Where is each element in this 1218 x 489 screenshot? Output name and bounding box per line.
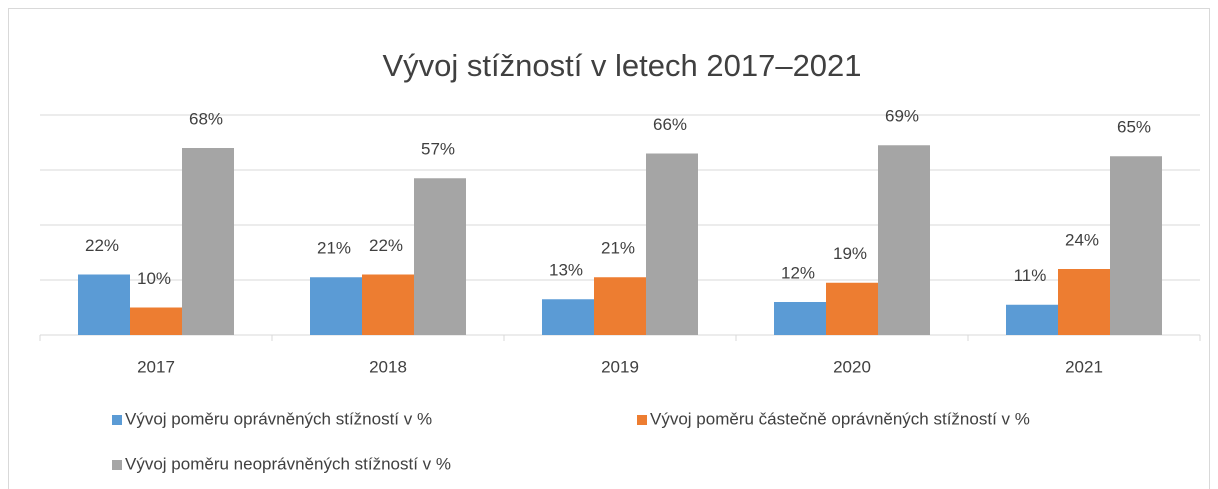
- bar: [826, 282, 878, 335]
- data-label: 21%: [317, 239, 351, 258]
- bar: [594, 277, 646, 335]
- data-label: 12%: [781, 263, 815, 282]
- x-tick-label: 2020: [833, 357, 871, 376]
- legend-label: Vývoj poměru neoprávněných stížností v %: [125, 454, 451, 473]
- data-label: 57%: [421, 140, 455, 159]
- data-label: 21%: [601, 239, 635, 258]
- data-label: 66%: [653, 115, 687, 134]
- data-label: 10%: [137, 269, 171, 288]
- legend-marker: [637, 415, 647, 425]
- x-tick-label: 2021: [1065, 357, 1103, 376]
- data-label: 69%: [885, 107, 919, 126]
- bar: [1058, 269, 1110, 335]
- bar: [542, 299, 594, 335]
- bar: [310, 277, 362, 335]
- legend-label: Vývoj poměru oprávněných stížností v %: [125, 409, 432, 428]
- data-label: 19%: [833, 244, 867, 263]
- legend-label: Vývoj poměru částečně oprávněných stížno…: [650, 409, 1030, 428]
- data-label: 11%: [1014, 266, 1047, 285]
- data-label: 68%: [189, 109, 223, 128]
- bar: [362, 274, 414, 335]
- bar: [1110, 156, 1162, 335]
- x-tick-label: 2017: [137, 357, 175, 376]
- data-label: 65%: [1117, 118, 1151, 137]
- chart-title: Vývoj stížností v letech 2017–2021: [382, 48, 861, 83]
- bar: [1006, 304, 1058, 335]
- data-label: 22%: [85, 236, 119, 255]
- bar: [78, 274, 130, 335]
- bar: [182, 148, 234, 335]
- x-tick-label: 2019: [601, 357, 639, 376]
- data-label: 13%: [549, 261, 583, 280]
- data-label: 24%: [1065, 230, 1099, 249]
- legend-marker: [112, 460, 122, 470]
- data-label: 22%: [369, 236, 403, 255]
- x-tick-label: 2018: [369, 357, 407, 376]
- bar: [414, 178, 466, 335]
- bar: [646, 153, 698, 335]
- legend-marker: [112, 415, 122, 425]
- bar: [130, 307, 182, 335]
- bar: [774, 302, 826, 335]
- bar: [878, 145, 930, 335]
